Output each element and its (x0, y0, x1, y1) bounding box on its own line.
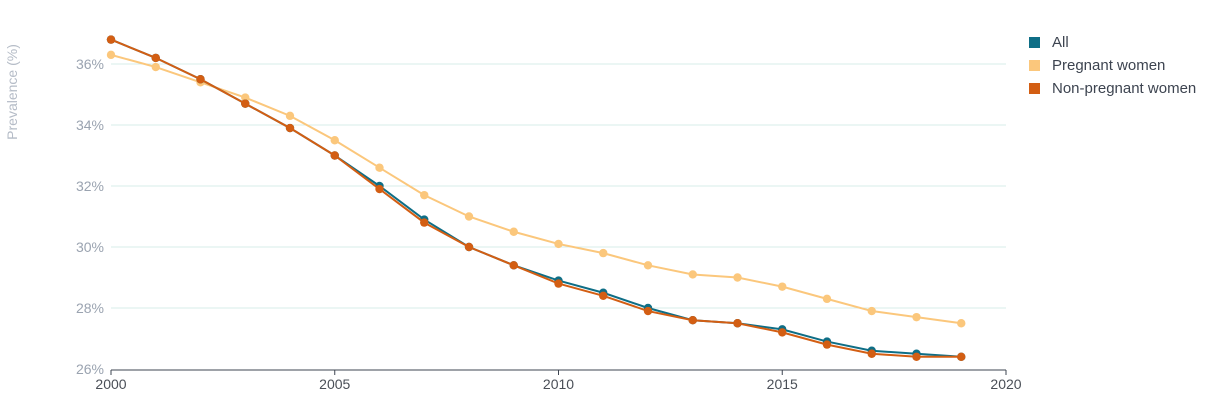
data-point[interactable] (778, 282, 787, 291)
legend-swatch (1029, 83, 1040, 94)
data-point[interactable] (375, 184, 384, 194)
series-pregnant-women (106, 50, 966, 328)
legend-item[interactable]: All (1029, 34, 1069, 51)
data-point[interactable] (375, 163, 384, 172)
x-tick-label: 2020 (990, 376, 1021, 392)
data-point[interactable] (106, 35, 116, 44)
data-point[interactable] (285, 123, 295, 133)
data-point[interactable] (957, 319, 966, 328)
y-tick-label: 30% (76, 239, 104, 255)
data-point[interactable] (464, 242, 474, 252)
data-point[interactable] (464, 212, 474, 221)
legend-label: Non-pregnant women (1052, 80, 1196, 97)
data-point[interactable] (554, 279, 563, 288)
data-point[interactable] (554, 239, 563, 249)
data-point[interactable] (688, 270, 697, 279)
series-line (110, 38, 962, 358)
data-point[interactable] (196, 75, 205, 84)
series-line (110, 38, 962, 358)
data-point[interactable] (643, 261, 653, 270)
y-axis-ticks: 26% 28% 30% 32% 34% 36% (76, 56, 104, 377)
y-tick-label: 28% (76, 300, 104, 316)
data-point[interactable] (599, 291, 608, 300)
x-tick-label: 2000 (95, 376, 126, 392)
data-point[interactable] (957, 352, 966, 361)
data-point[interactable] (151, 53, 160, 63)
data-point[interactable] (509, 227, 518, 236)
legend-label: All (1052, 34, 1069, 51)
data-point[interactable] (420, 190, 429, 200)
x-axis-ticks: 2000 2005 2010 2015 2020 (95, 370, 1022, 392)
legend-swatch (1029, 37, 1040, 48)
y-tick-label: 34% (76, 117, 104, 133)
data-point[interactable] (733, 319, 742, 328)
y-axis-title: Prevalence (%) (4, 44, 20, 140)
data-point[interactable] (151, 62, 160, 72)
series-lines (106, 35, 966, 361)
y-tick-label: 32% (76, 178, 104, 194)
data-point[interactable] (912, 352, 921, 361)
y-tick-label: 36% (76, 56, 104, 72)
data-point[interactable] (241, 93, 250, 102)
legend-item[interactable]: Non-pregnant women (1029, 80, 1196, 97)
series-line (110, 53, 962, 325)
data-point[interactable] (822, 340, 832, 349)
x-tick-label: 2005 (319, 376, 350, 392)
data-point[interactable] (330, 151, 339, 160)
data-point[interactable] (867, 349, 876, 358)
data-point[interactable] (688, 316, 697, 325)
data-point[interactable] (733, 273, 742, 282)
legend[interactable]: All Pregnant women Non-pregnant women (1029, 34, 1196, 97)
series-all (106, 35, 966, 361)
data-point[interactable] (330, 136, 339, 145)
data-point[interactable] (599, 248, 608, 258)
legend-swatch (1029, 60, 1040, 71)
x-tick-label: 2015 (767, 376, 798, 392)
data-point[interactable] (643, 306, 653, 316)
legend-label: Pregnant women (1052, 57, 1165, 74)
series-non-pregnant-women (106, 35, 966, 361)
data-point[interactable] (509, 261, 518, 270)
data-point[interactable] (867, 306, 876, 316)
data-point[interactable] (778, 328, 787, 337)
y-tick-label: 26% (76, 361, 104, 377)
data-point[interactable] (285, 111, 295, 121)
x-tick-label: 2010 (543, 376, 574, 392)
legend-item[interactable]: Pregnant women (1029, 57, 1165, 74)
data-point[interactable] (822, 294, 832, 304)
data-point[interactable] (106, 50, 116, 60)
data-point[interactable] (912, 312, 921, 322)
data-point[interactable] (241, 99, 250, 108)
data-point[interactable] (420, 218, 429, 227)
